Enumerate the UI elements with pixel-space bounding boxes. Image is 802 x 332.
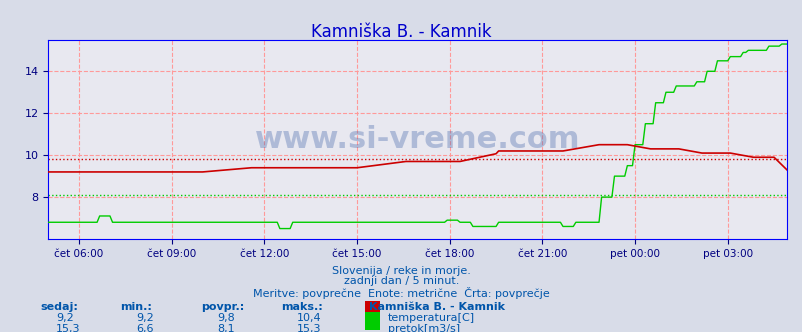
- Text: min.:: min.:: [120, 302, 152, 312]
- Text: pretok[m3/s]: pretok[m3/s]: [387, 324, 460, 332]
- Text: 9,8: 9,8: [217, 313, 234, 323]
- Text: 15,3: 15,3: [56, 324, 81, 332]
- Text: www.si-vreme.com: www.si-vreme.com: [254, 125, 580, 154]
- Text: povpr.:: povpr.:: [200, 302, 244, 312]
- Text: 15,3: 15,3: [297, 324, 322, 332]
- Text: zadnji dan / 5 minut.: zadnji dan / 5 minut.: [343, 276, 459, 286]
- Text: Kamniška B. - Kamnik: Kamniška B. - Kamnik: [311, 23, 491, 41]
- Text: 9,2: 9,2: [136, 313, 154, 323]
- Text: 6,6: 6,6: [136, 324, 154, 332]
- Text: maks.:: maks.:: [281, 302, 322, 312]
- Text: 8,1: 8,1: [217, 324, 234, 332]
- Text: Slovenija / reke in morje.: Slovenija / reke in morje.: [332, 266, 470, 276]
- Text: temperatura[C]: temperatura[C]: [387, 313, 474, 323]
- Text: sedaj:: sedaj:: [40, 302, 78, 312]
- Text: Kamniška B. - Kamnik: Kamniška B. - Kamnik: [369, 302, 504, 312]
- Text: Meritve: povprečne  Enote: metrične  Črta: povprečje: Meritve: povprečne Enote: metrične Črta:…: [253, 287, 549, 299]
- Text: 10,4: 10,4: [297, 313, 322, 323]
- Text: 9,2: 9,2: [56, 313, 74, 323]
